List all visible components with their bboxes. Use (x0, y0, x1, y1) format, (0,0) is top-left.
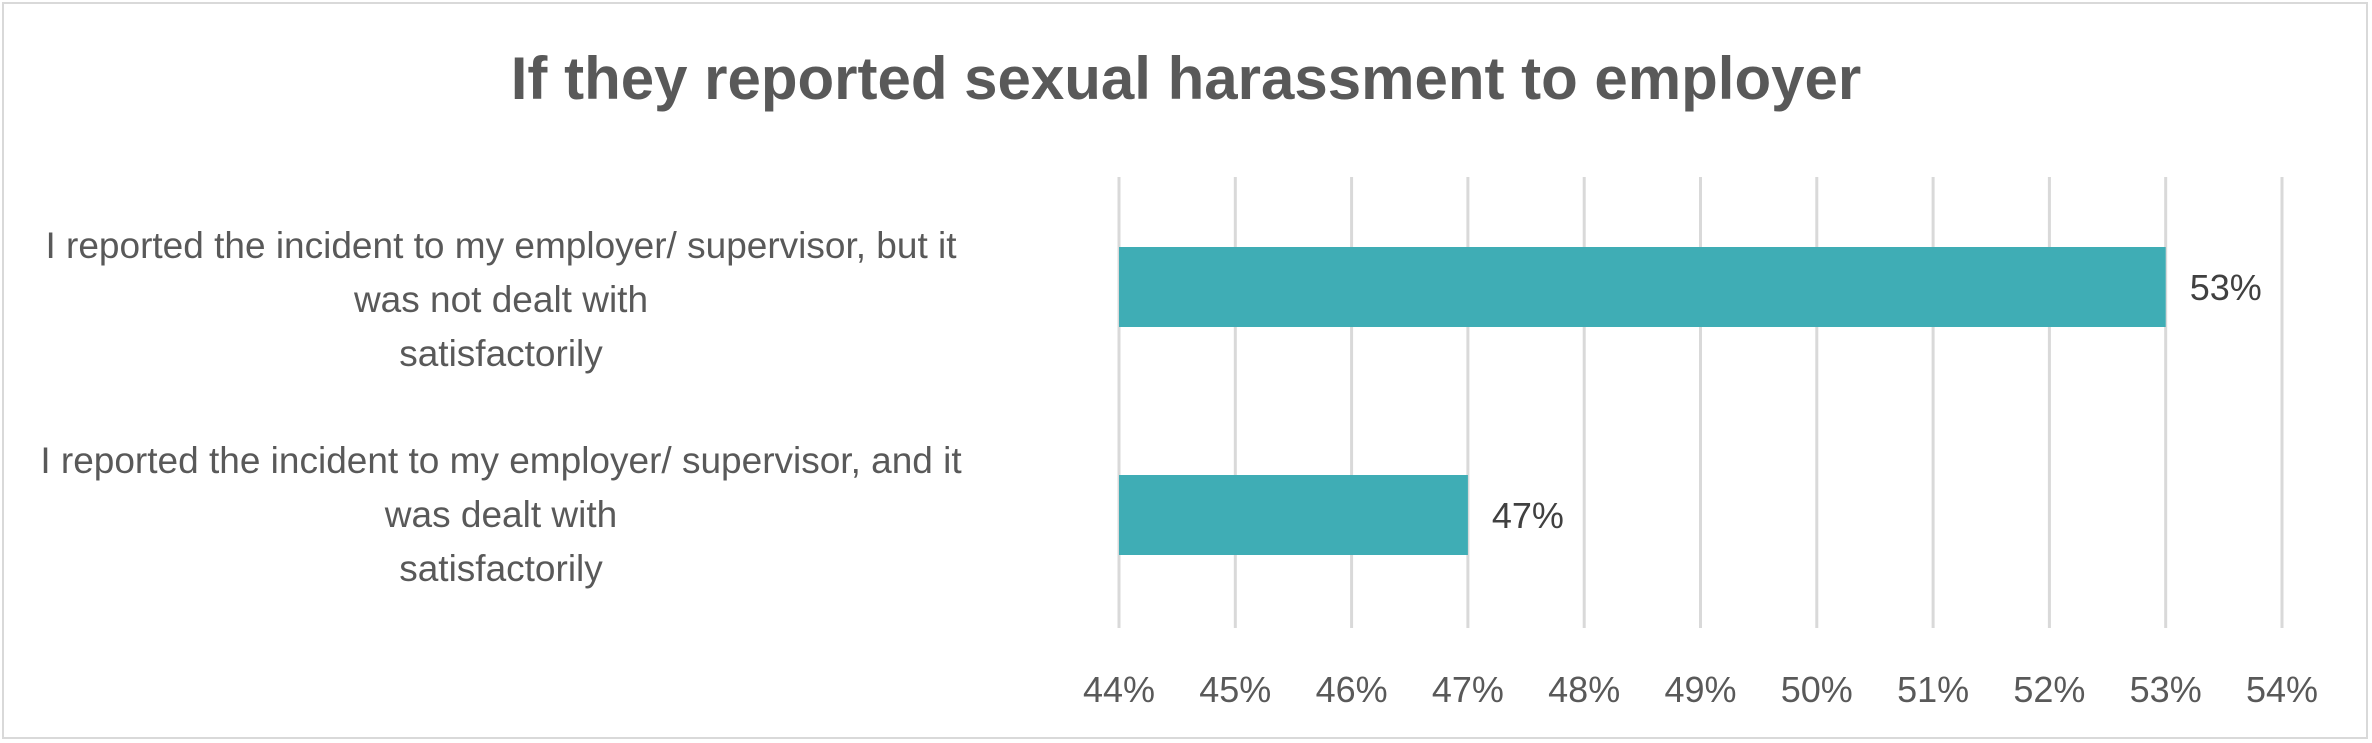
x-axis-tick-labels: 44% 45% 46% 47% 48% 49% 50% 51% 52% 53% 54% (1083, 669, 2318, 710)
category-label-satisfactory: I reported the incident to my employer/ … (40, 440, 962, 589)
x-tick-label: 50% (1781, 669, 1853, 710)
x-tick-label: 48% (1548, 669, 1620, 710)
chart-title: If they reported sexual harassment to em… (510, 45, 1862, 112)
x-tick-label: 44% (1083, 669, 1155, 710)
x-tick-label: 51% (1897, 669, 1969, 710)
data-labels: 53% 47% (1492, 267, 2262, 536)
gridlines (1117, 177, 2284, 628)
x-tick-label: 49% (1664, 669, 1736, 710)
x-tick-label: 54% (2246, 669, 2318, 710)
x-tick-label: 53% (2130, 669, 2202, 710)
data-label: 47% (1492, 495, 1564, 536)
x-tick-label: 52% (2013, 669, 2085, 710)
x-tick-label: 46% (1316, 669, 1388, 710)
bar (1119, 475, 1468, 555)
bars (1119, 247, 2166, 555)
x-tick-label: 47% (1432, 669, 1504, 710)
bar (1119, 247, 2166, 327)
x-tick-label: 45% (1199, 669, 1271, 710)
data-label: 53% (2190, 267, 2262, 308)
category-label-not-satisfactory: I reported the incident to my employer/ … (45, 225, 957, 374)
